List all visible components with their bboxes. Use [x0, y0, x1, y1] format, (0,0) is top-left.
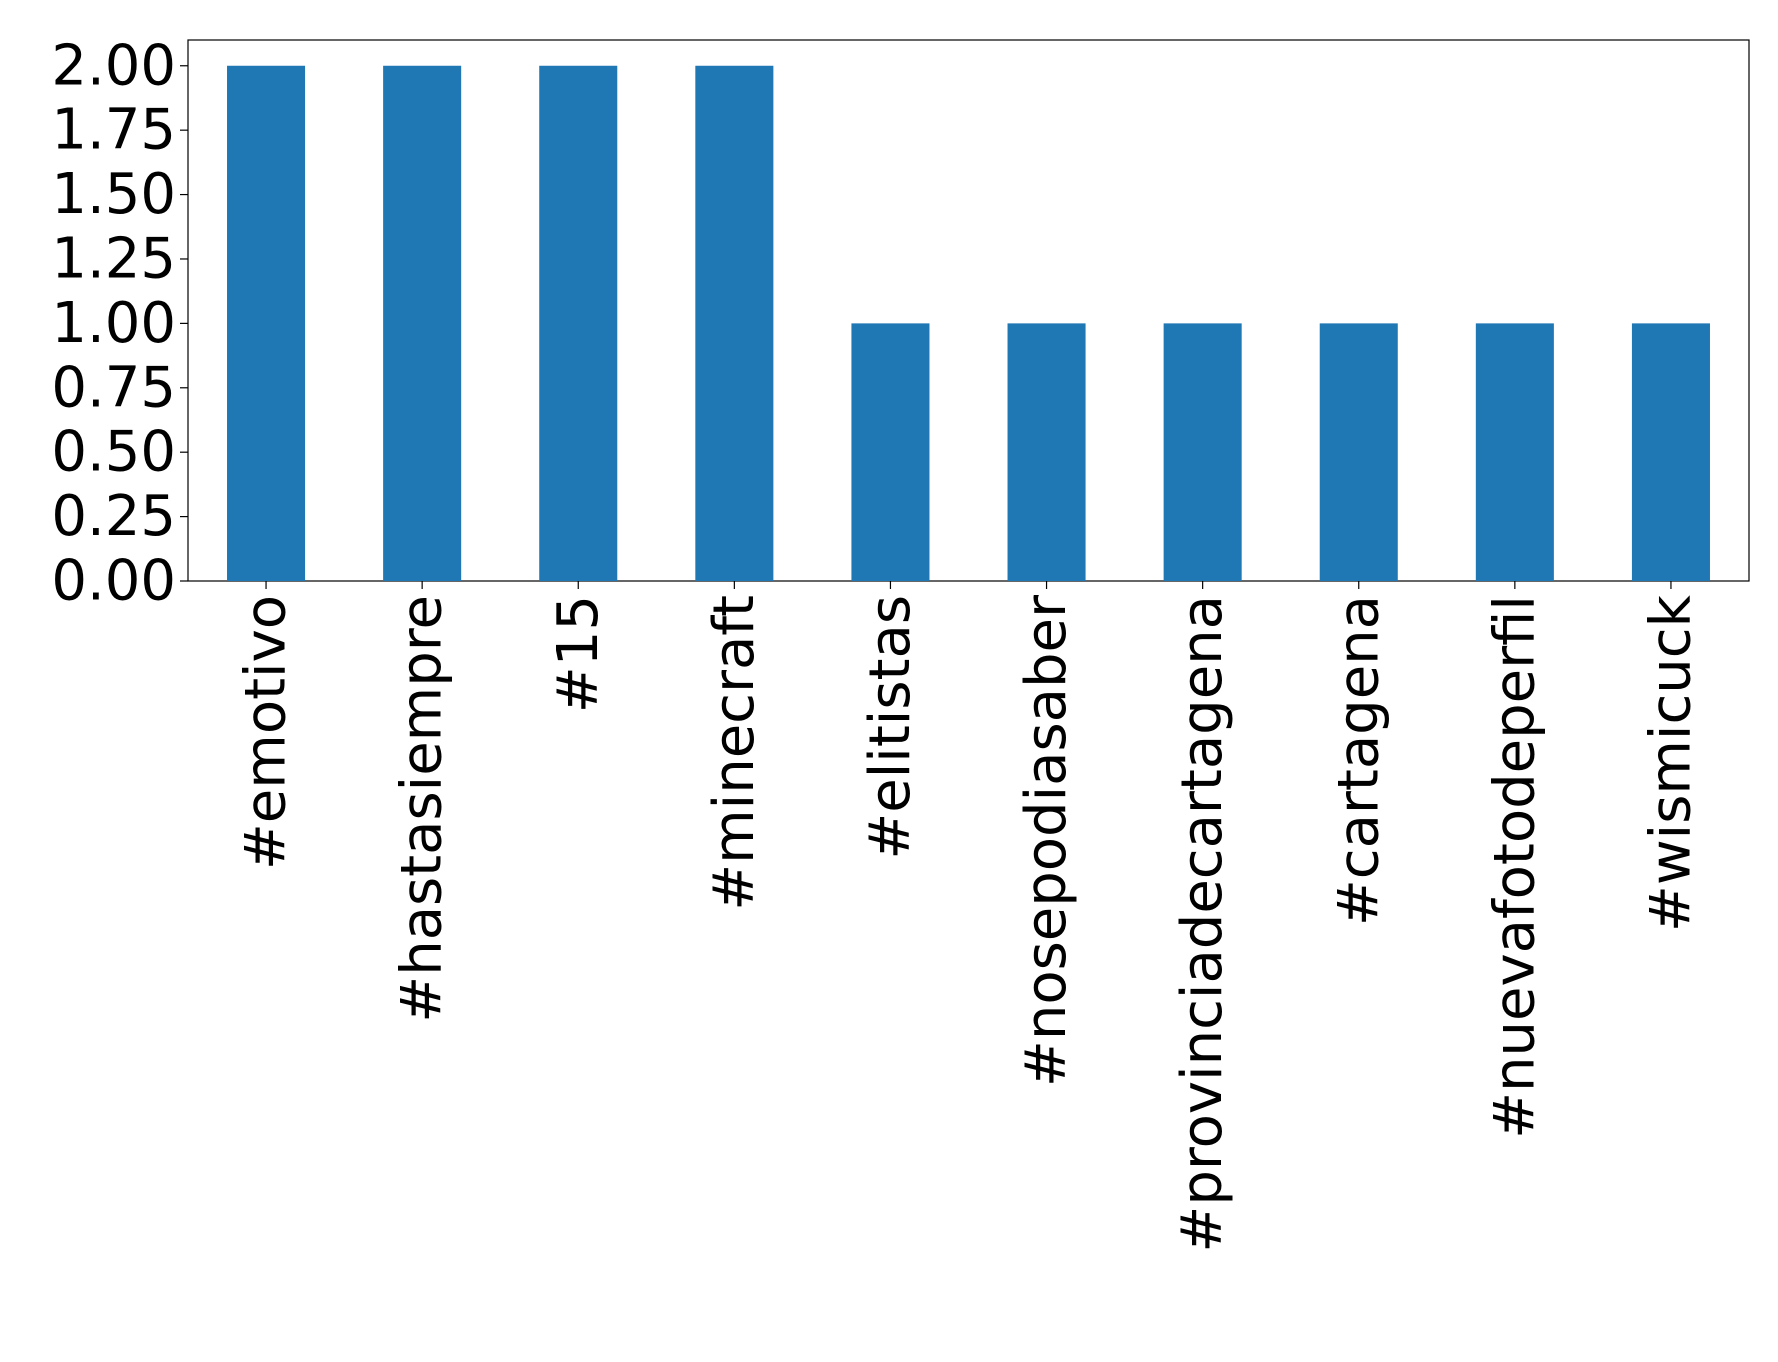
y-tick-label: 0.50 [51, 420, 176, 485]
x-tick-label: #15 [546, 595, 611, 713]
bar [1319, 323, 1398, 581]
bar [1631, 323, 1710, 581]
y-tick-label: 0.25 [51, 484, 176, 549]
y-tick-label: 0.00 [51, 549, 176, 614]
x-tick-label: #provinciadecartagena [1170, 595, 1235, 1253]
y-tick-label: 1.25 [51, 226, 176, 291]
bar [695, 65, 774, 581]
x-tick-label: #nuevafotodeperfil [1482, 595, 1547, 1139]
y-tick-label: 2.00 [51, 33, 176, 98]
y-tick-label: 0.75 [51, 355, 176, 420]
bar [227, 65, 306, 581]
x-tick-label: #minecraft [702, 595, 767, 911]
bar [383, 65, 462, 581]
plot-frame [187, 39, 1750, 582]
x-tick-label: #cartagena [1326, 595, 1391, 926]
bar [1007, 323, 1086, 581]
bar [1163, 323, 1242, 581]
x-tick-label: #elitistas [858, 595, 923, 860]
x-tick-label: #wismicuck [1638, 594, 1703, 932]
y-tick-label: 1.75 [51, 98, 176, 163]
bar [1475, 323, 1554, 581]
y-tick-label: 1.00 [51, 291, 176, 356]
y-tick-label: 1.50 [51, 162, 176, 227]
x-tick-label: #nosepodiasaber [1014, 594, 1079, 1087]
x-tick-label: #hastasiempre [390, 595, 455, 1023]
bar [539, 65, 618, 581]
bar [851, 323, 930, 581]
x-tick-label: #emotivo [234, 595, 299, 870]
